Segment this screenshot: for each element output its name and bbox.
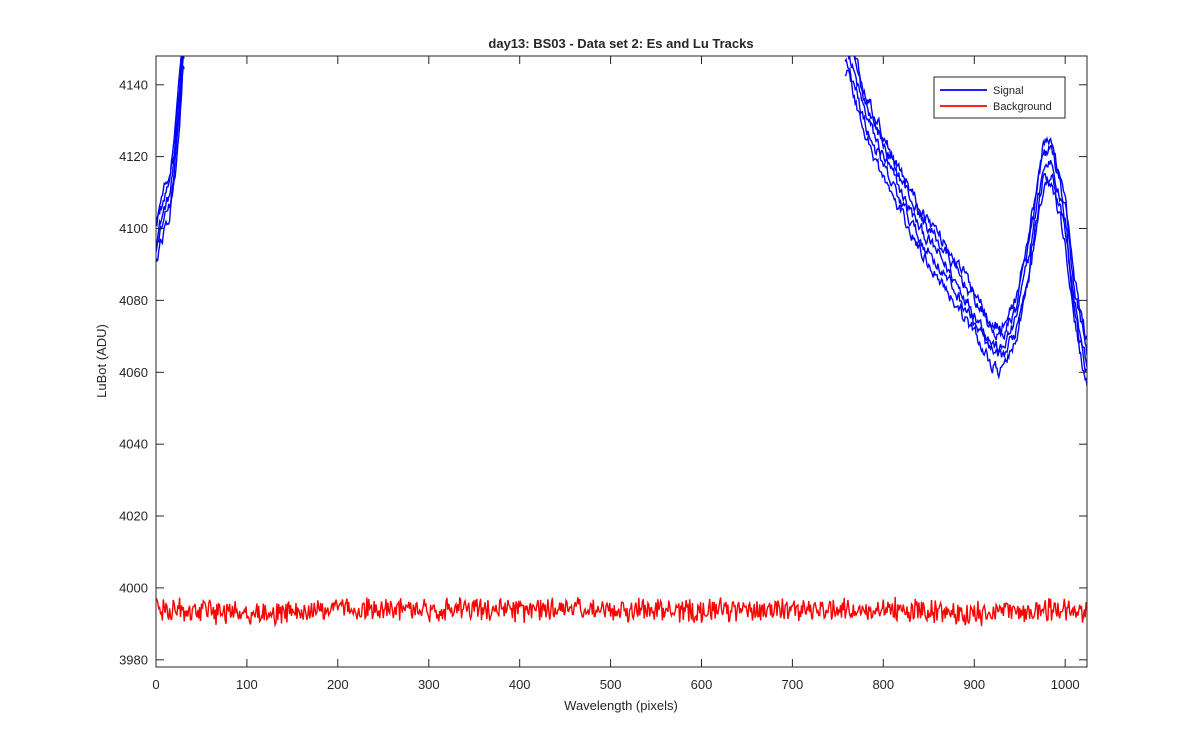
signal-track-line <box>156 56 1087 341</box>
series-layer <box>156 56 1087 628</box>
x-tick-label: 900 <box>963 677 985 692</box>
x-tick-label: 700 <box>782 677 804 692</box>
background-line <box>156 596 1087 628</box>
y-tick-label: 4080 <box>119 293 148 308</box>
y-tick-label: 4060 <box>119 365 148 380</box>
legend-signal-label: Signal <box>993 85 1024 97</box>
y-axis-label: LuBot (ADU) <box>94 324 109 398</box>
x-tick-label: 600 <box>691 677 713 692</box>
x-tick-label: 300 <box>418 677 440 692</box>
y-axis: 3980 4000 4020 4040 4060 4080 4100 4120 4140 <box>119 77 1087 667</box>
x-tick-label: 0 <box>152 677 159 692</box>
y-tick-label: 4040 <box>119 437 148 452</box>
y-tick-label: 3980 <box>119 652 148 667</box>
legend-box <box>933 76 1066 119</box>
x-tick-label: 400 <box>509 677 531 692</box>
signal-track-line <box>156 65 1087 387</box>
y-tick-label: 4020 <box>119 509 148 524</box>
legend-background-label: Background <box>993 101 1052 113</box>
y-tick-label: 4000 <box>119 580 148 595</box>
x-tick-label: 500 <box>600 677 622 692</box>
x-tick-label: 200 <box>327 677 349 692</box>
x-tick-label: 1000 <box>1051 677 1080 692</box>
x-axis: 0 100 200 300 400 500 600 700 800 900 1000 <box>152 56 1080 692</box>
y-tick-label: 4100 <box>119 221 148 236</box>
plot-area <box>156 56 1087 667</box>
legend: Signal Background <box>933 76 1066 119</box>
plot-frame <box>155 55 1088 668</box>
y-tick-label: 4140 <box>119 77 148 92</box>
signal-track-line <box>156 56 1087 373</box>
x-axis-label: Wavelength (pixels) <box>564 698 678 713</box>
x-tick-label: 800 <box>872 677 894 692</box>
chart-title: day13: BS03 - Data set 2: Es and Lu Trac… <box>488 36 753 51</box>
y-tick-label: 4120 <box>119 149 148 164</box>
x-tick-label: 100 <box>236 677 258 692</box>
